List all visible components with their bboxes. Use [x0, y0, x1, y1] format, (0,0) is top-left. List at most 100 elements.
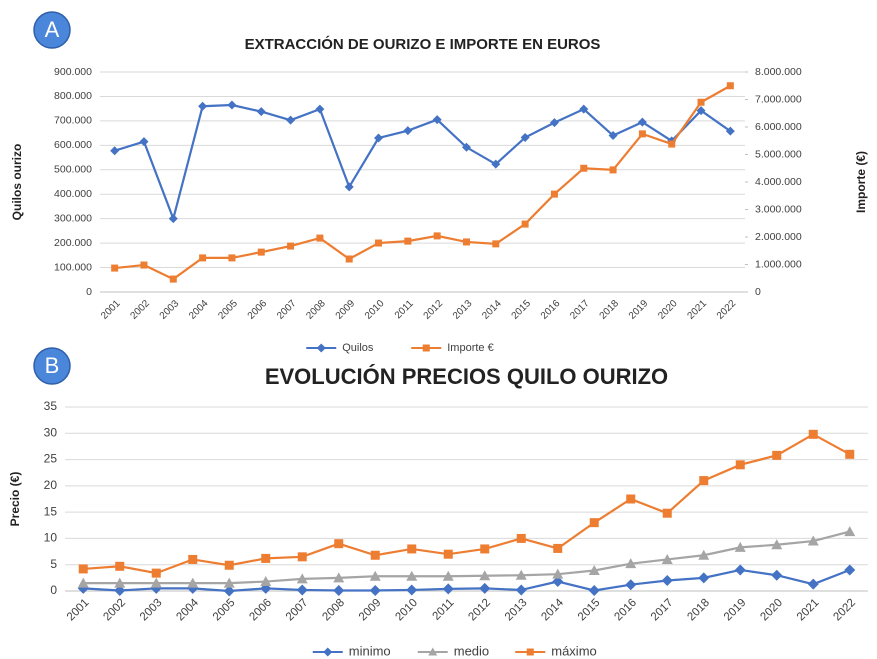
series-line	[83, 568, 851, 593]
y2-tick-label: 8.000.000	[755, 66, 802, 78]
y2-tick-label: 2.000.000	[755, 231, 802, 243]
legend-label: Quilos	[342, 342, 374, 354]
legend-label: medio	[454, 643, 489, 658]
marker	[462, 238, 470, 246]
marker	[315, 104, 325, 114]
marker	[345, 255, 353, 263]
marker	[370, 550, 380, 560]
legend-label: minimo	[349, 643, 391, 658]
marker	[698, 572, 710, 584]
marker	[199, 254, 207, 262]
marker	[151, 568, 161, 578]
x-tick-label: 2018	[685, 597, 712, 624]
marker	[406, 570, 418, 581]
marker	[422, 344, 430, 352]
marker	[625, 579, 637, 591]
panel-badge	[33, 347, 71, 385]
marker	[442, 570, 454, 581]
marker	[552, 568, 564, 579]
marker	[625, 558, 637, 569]
marker	[734, 541, 746, 552]
marker	[375, 239, 383, 247]
marker	[169, 275, 177, 283]
marker	[550, 190, 558, 198]
marker	[297, 552, 307, 562]
x-tick-label: 2008	[320, 597, 347, 624]
series-line	[83, 530, 851, 585]
x-tick-label: 2002	[128, 298, 152, 322]
x-tick-label: 2002	[101, 597, 128, 624]
marker	[553, 543, 563, 553]
marker	[296, 584, 308, 596]
marker	[516, 533, 526, 543]
marker	[626, 494, 636, 504]
x-tick-label: 2011	[431, 597, 457, 623]
y2-axis-label: Importe (€)	[854, 151, 868, 213]
marker	[442, 583, 454, 595]
marker	[461, 142, 471, 152]
marker	[114, 577, 126, 588]
marker	[492, 240, 500, 248]
x-tick-label: 2022	[715, 298, 739, 322]
marker	[808, 429, 818, 439]
y-tick-label: 900.000	[54, 66, 92, 78]
x-tick-label: 2021	[685, 298, 709, 322]
marker	[188, 554, 198, 564]
marker	[661, 553, 673, 564]
marker	[589, 518, 599, 528]
y-tick-label: 10	[44, 531, 58, 545]
marker	[552, 576, 564, 588]
marker	[407, 544, 417, 554]
marker	[111, 264, 119, 272]
marker	[406, 584, 418, 596]
y-tick-label: 5	[50, 557, 57, 571]
chart-title: EXTRACCIÓN DE OURIZO E IMPORTE EN EUROS	[245, 35, 601, 53]
marker	[662, 508, 672, 518]
marker	[114, 584, 126, 596]
marker	[515, 584, 527, 596]
y-tick-label: 35	[44, 399, 58, 413]
y-tick-label: 600.000	[54, 139, 92, 151]
marker	[698, 549, 710, 560]
y-tick-label: 300.000	[54, 212, 92, 224]
marker	[844, 526, 856, 537]
marker	[638, 130, 646, 138]
panel-label: A	[45, 17, 60, 42]
marker	[521, 220, 529, 228]
y-tick-label: 800.000	[54, 90, 92, 102]
x-tick-label: 2005	[211, 597, 238, 624]
marker	[369, 570, 381, 581]
marker	[479, 582, 491, 594]
marker	[150, 577, 162, 588]
marker	[845, 449, 855, 459]
marker	[223, 585, 235, 597]
y-tick-label: 200.000	[54, 237, 92, 249]
x-tick-label: 2012	[422, 298, 446, 322]
marker	[334, 539, 344, 549]
marker	[549, 118, 559, 128]
x-tick-label: 2014	[480, 298, 504, 322]
marker	[734, 564, 746, 576]
y-tick-label: 20	[44, 478, 58, 492]
x-tick-label: 2004	[187, 298, 211, 322]
y2-tick-label: 6.000.000	[755, 121, 802, 133]
marker	[333, 584, 345, 596]
y2-tick-label: 0	[755, 286, 761, 298]
marker	[637, 117, 647, 127]
y-tick-label: 400.000	[54, 188, 92, 200]
marker	[260, 576, 272, 587]
y-tick-label: 500.000	[54, 164, 92, 176]
marker	[609, 166, 617, 174]
marker	[608, 131, 618, 141]
marker	[479, 570, 491, 581]
chart-title: EVOLUCIÓN PRECIOS QUILO OURIZO	[265, 364, 668, 389]
marker	[224, 560, 234, 570]
marker	[333, 572, 345, 583]
x-tick-label: 2022	[831, 597, 858, 624]
x-tick-label: 2020	[758, 597, 785, 624]
x-tick-label: 2007	[284, 597, 311, 624]
y2-tick-label: 3.000.000	[755, 203, 802, 215]
marker	[296, 573, 308, 584]
